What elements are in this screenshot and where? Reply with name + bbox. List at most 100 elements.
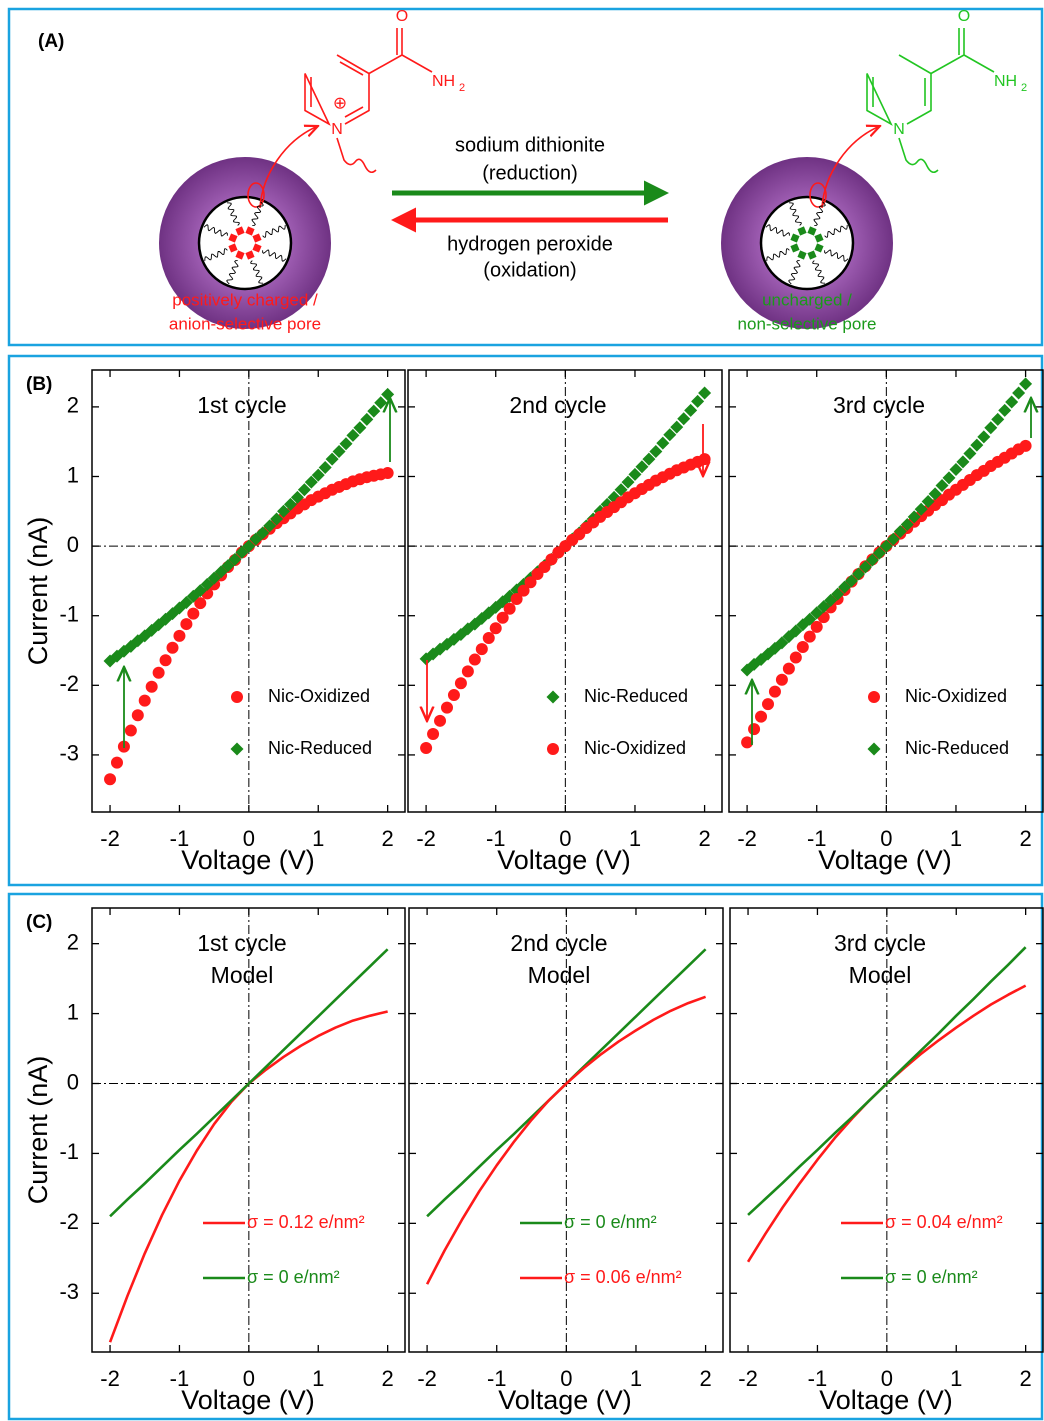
data-point — [698, 453, 711, 466]
ligand-chain — [203, 224, 228, 237]
atom: N — [893, 121, 905, 138]
x-tick-label: -1 — [487, 1366, 507, 1391]
x-axis-label: Voltage (V) — [819, 1385, 953, 1415]
data-point — [998, 403, 1012, 417]
data-point — [283, 497, 297, 511]
data-point — [635, 460, 649, 474]
legend-swatch — [231, 691, 243, 703]
data-point — [131, 709, 144, 722]
data-point — [956, 455, 970, 469]
data-point — [900, 518, 914, 532]
panel-label: (C) — [26, 912, 52, 933]
plot: -2 -1 0 1 2 Voltage (V) 3rd cycle Model σ = 0.04… — [729, 907, 1044, 1415]
x-tick-label: 1 — [629, 826, 641, 851]
data-point — [360, 412, 374, 426]
ligand-chain — [226, 260, 239, 285]
y-tick-label: 0 — [67, 532, 79, 557]
plot-frame — [407, 369, 723, 813]
highlight — [809, 182, 827, 208]
x-axis-label: Voltage (V) — [818, 845, 952, 875]
plot-frame — [729, 907, 1044, 1353]
plot: -2 -1 0 1 2 -3 -2 -1 0 1 2 Voltage (V) Current (nA) 1… — [23, 907, 406, 1415]
data-point — [963, 447, 977, 461]
data-point — [145, 680, 158, 693]
data-point — [949, 463, 963, 477]
legend-text: Nic-Oxidized — [905, 686, 1007, 706]
ligand-chain — [765, 224, 790, 237]
data-point — [311, 468, 325, 482]
data-point — [510, 593, 523, 606]
data-point — [353, 421, 367, 435]
ring — [304, 54, 370, 126]
ligand-head — [797, 250, 807, 260]
pore-label: uncharged / — [762, 290, 852, 309]
ligand-head — [228, 243, 238, 253]
ligand-chain — [788, 202, 802, 226]
data-point — [656, 436, 670, 450]
x-tick-label: 1 — [630, 1366, 642, 1391]
data-point — [420, 741, 433, 754]
data-point — [851, 567, 865, 581]
data-point — [496, 611, 509, 624]
data-point — [166, 641, 179, 654]
data-point — [332, 444, 346, 458]
data-point — [1019, 439, 1032, 452]
substituent — [898, 137, 939, 174]
y-tick-label: -2 — [59, 1209, 79, 1234]
data-point — [649, 444, 663, 458]
reagent-text: (oxidation) — [483, 259, 576, 281]
ligand-chain — [262, 224, 286, 238]
ligand-chain — [766, 248, 790, 262]
data-point — [304, 475, 318, 489]
data-point — [152, 666, 165, 679]
data-point — [872, 546, 886, 560]
ligand-chain — [813, 201, 826, 226]
plot-title: 1st cycle — [197, 392, 286, 418]
ligand-head — [807, 226, 817, 236]
reagent-text: sodium dithionite — [455, 134, 605, 156]
x-tick-label: -1 — [170, 1366, 190, 1391]
plot-title: 1st cycle — [197, 930, 286, 956]
data-point — [173, 629, 186, 642]
data-point — [991, 412, 1005, 426]
data-point — [817, 600, 831, 614]
data-point — [879, 539, 893, 553]
plot-frame — [728, 369, 1044, 813]
data-point — [270, 512, 284, 526]
legend-text: Nic-Oxidized — [584, 738, 686, 758]
atom: NH — [994, 73, 1017, 90]
data-point — [741, 736, 754, 749]
data-point — [221, 559, 235, 573]
legend-text: σ = 0 e/nm² — [247, 1267, 340, 1287]
molecule — [866, 28, 995, 174]
data-point — [865, 553, 879, 567]
data-point — [104, 773, 117, 786]
x-axis-label: Voltage (V) — [497, 845, 631, 875]
x-tick-label: -2 — [100, 826, 120, 851]
data-point — [782, 662, 795, 675]
ligand-chain — [204, 248, 228, 262]
panel-box — [7, 892, 1044, 1421]
data-point — [503, 602, 516, 615]
plot-title: 3rd cycle — [834, 930, 926, 956]
data-point — [214, 565, 228, 579]
data-point — [691, 394, 705, 408]
y-tick-label: 0 — [67, 1069, 79, 1094]
legend-swatch — [230, 742, 244, 756]
data-point — [928, 487, 942, 501]
panel-box — [7, 354, 1044, 887]
plot: -2 -1 0 1 2 -3 -2 -1 0 1 2 Voltage (V) Current (nA) 1… — [23, 369, 406, 875]
x-tick-label: -2 — [417, 1366, 437, 1391]
data-point — [468, 653, 481, 666]
pore-label: positively charged / — [172, 290, 318, 309]
model-line — [109, 948, 389, 1218]
amide-bond — [368, 28, 433, 75]
legend-text: σ = 0.06 e/nm² — [564, 1267, 682, 1287]
data-point — [810, 620, 823, 633]
y-tick-label: 1 — [67, 462, 79, 487]
y-axis-label: Current (nA) — [23, 517, 53, 666]
data-point — [180, 618, 193, 631]
data-point — [893, 524, 907, 538]
ligand-chain — [812, 260, 826, 284]
